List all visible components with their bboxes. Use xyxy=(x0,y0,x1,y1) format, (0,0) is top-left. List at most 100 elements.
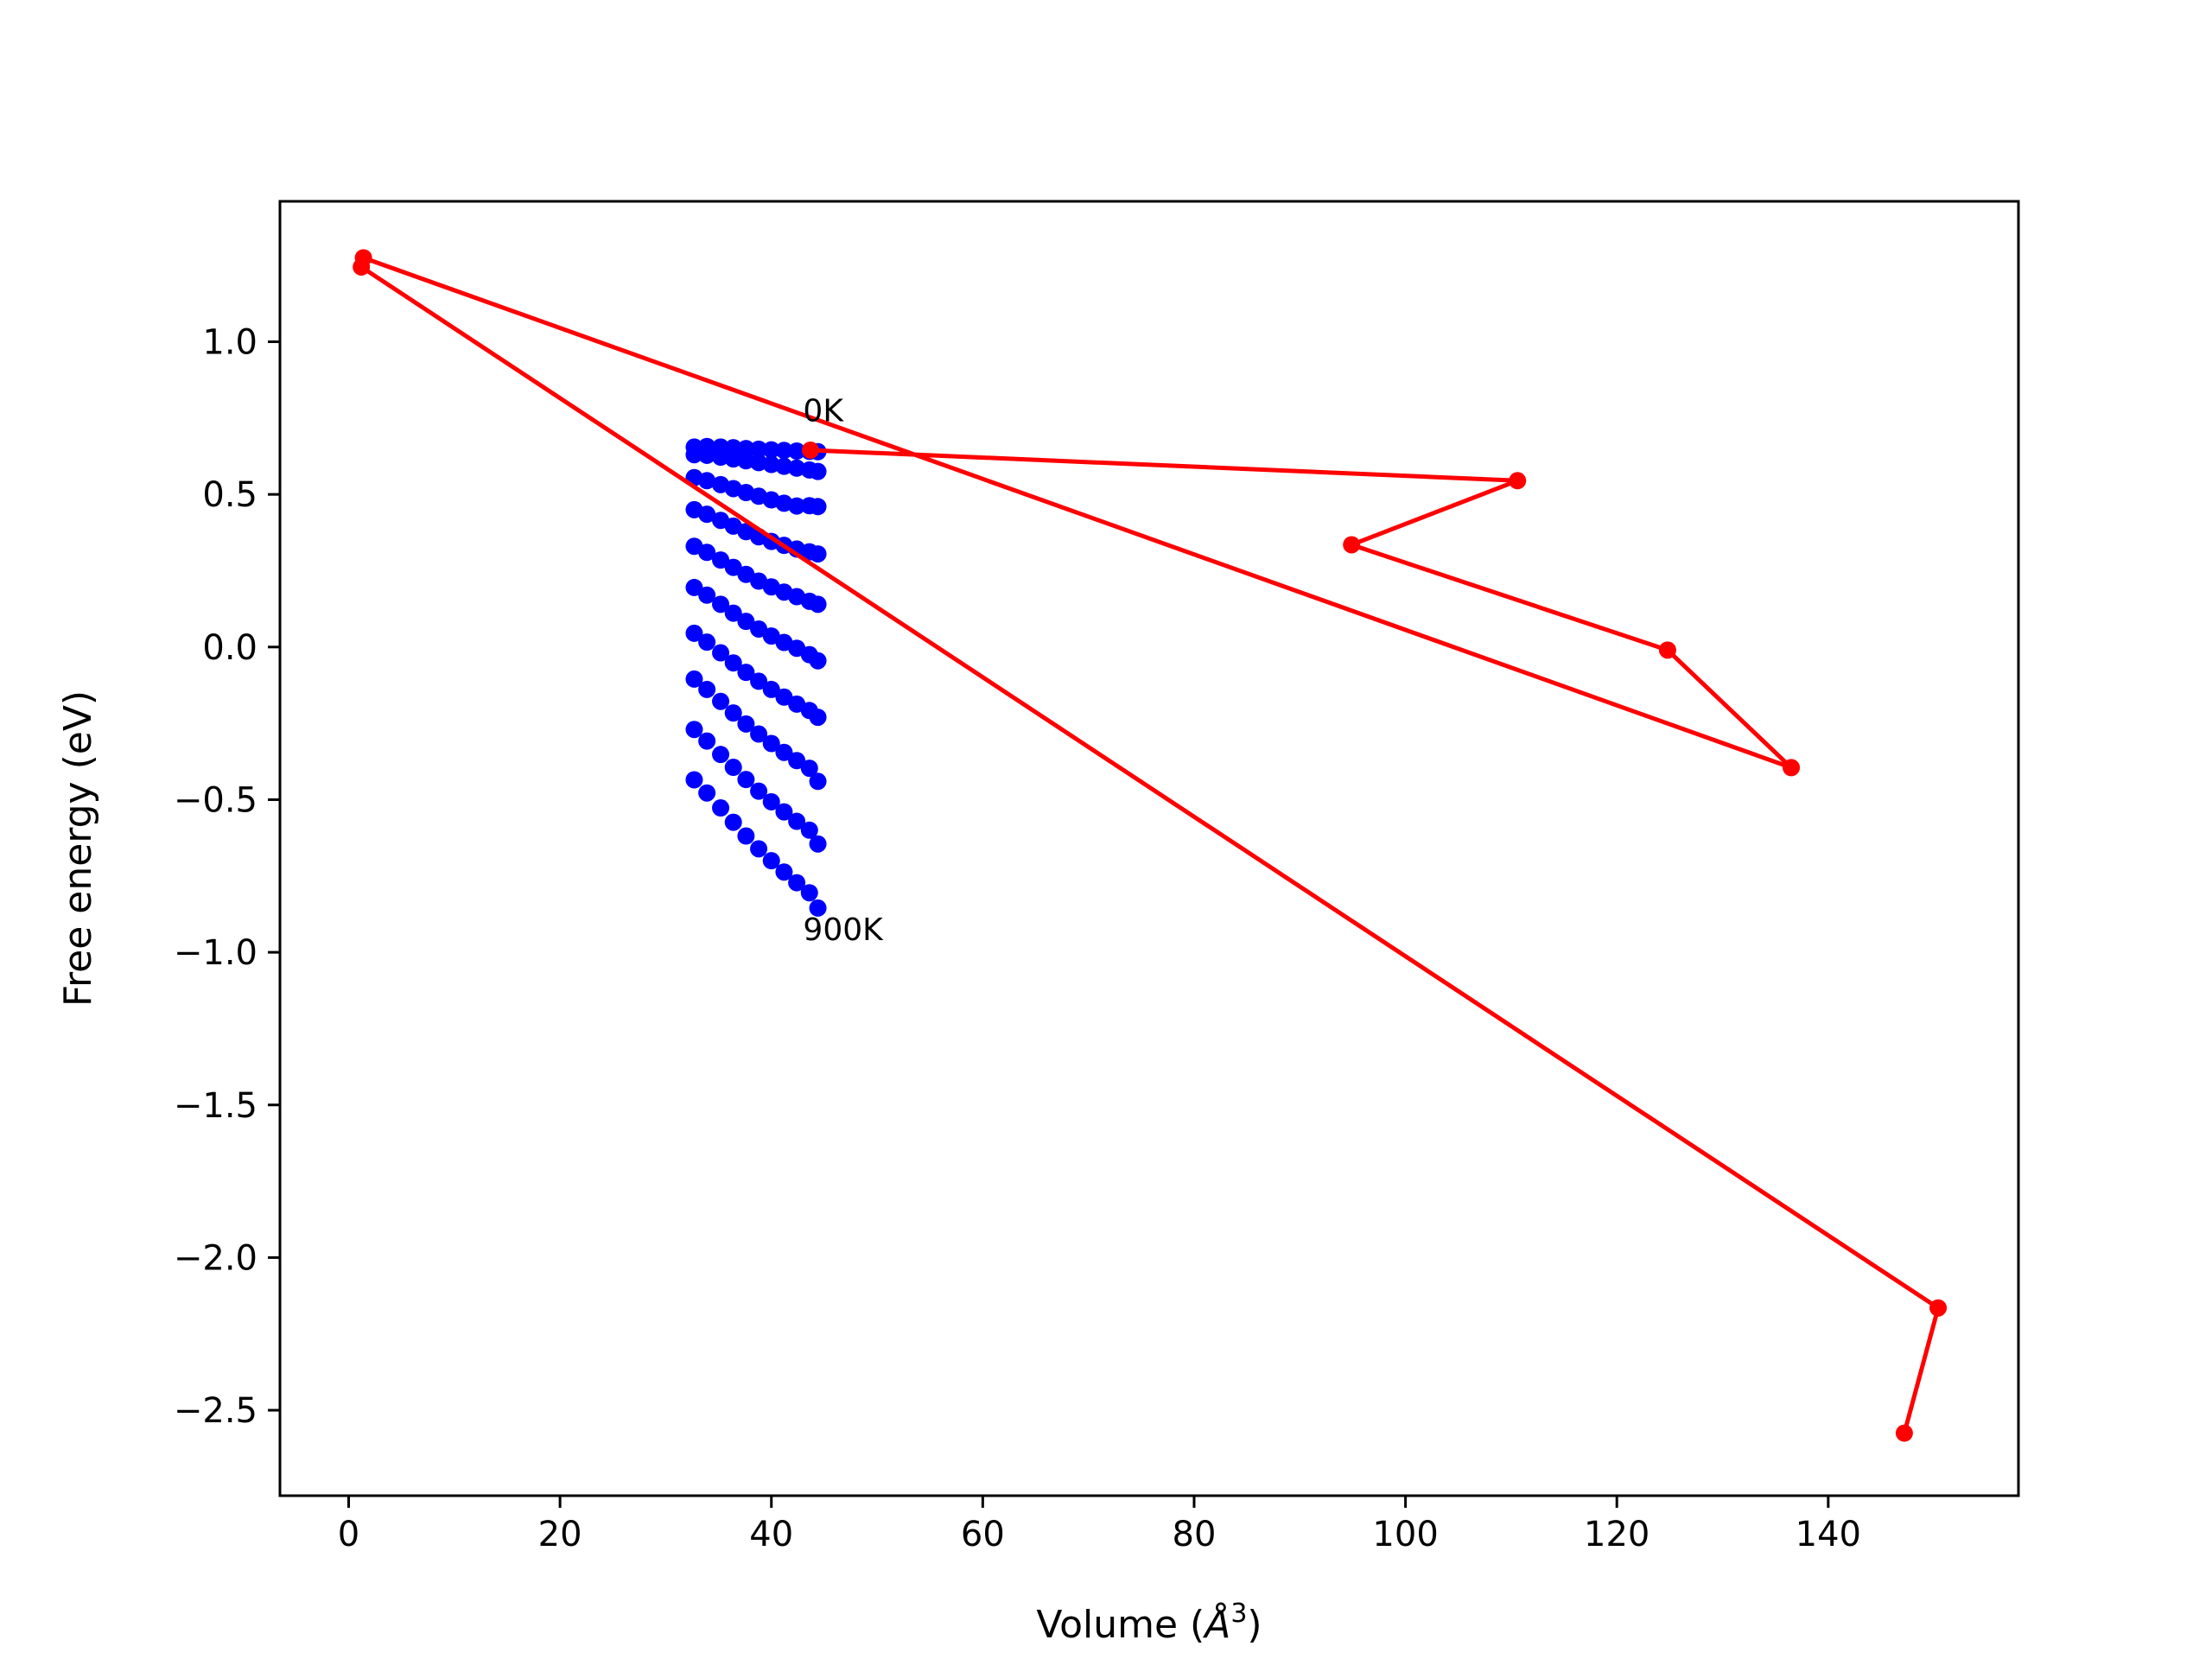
blue-point xyxy=(685,446,703,464)
blue-point xyxy=(712,551,730,569)
blue-point xyxy=(800,821,818,839)
red-point xyxy=(801,441,819,459)
red-point xyxy=(353,257,371,276)
blue-point xyxy=(809,652,827,670)
blue-point xyxy=(788,812,806,830)
x-tick-label: 120 xyxy=(1584,1515,1649,1554)
blue-point xyxy=(698,586,716,604)
blue-point xyxy=(712,799,730,817)
red-point xyxy=(1783,759,1801,777)
blue-point xyxy=(809,545,827,563)
blue-point xyxy=(788,442,806,461)
red-point xyxy=(1658,641,1676,659)
blue-point xyxy=(762,455,780,474)
y-axis-ticks: 1.0 0.5 0.0 −0.5 −1.0 −1.5 −2.0 −2.5 xyxy=(174,323,280,1431)
blue-point xyxy=(750,672,768,690)
blue-point xyxy=(737,440,755,458)
blue-point xyxy=(685,721,703,739)
blue-point xyxy=(698,633,716,652)
blue-point xyxy=(775,803,793,821)
blue-point xyxy=(724,654,742,672)
x-tick-label: 0 xyxy=(338,1515,359,1554)
blue-point xyxy=(712,746,730,764)
blue-point xyxy=(685,670,703,688)
blue-point xyxy=(698,543,716,562)
blue-point xyxy=(712,448,730,467)
blue-point xyxy=(750,440,768,458)
blue-point xyxy=(737,771,755,789)
blue-point xyxy=(712,595,730,613)
blue-point xyxy=(750,725,768,743)
blue-point xyxy=(775,743,793,761)
y-tick-label: −2.5 xyxy=(174,1391,257,1431)
blue-point xyxy=(737,664,755,682)
y-tick-label: −1.5 xyxy=(174,1086,257,1126)
blue-point xyxy=(788,752,806,770)
blue-point xyxy=(809,709,827,727)
blue-point xyxy=(737,565,755,583)
blue-point xyxy=(800,884,818,902)
blue-point xyxy=(762,734,780,753)
blue-point xyxy=(698,784,716,802)
blue-point xyxy=(750,454,768,472)
blue-point xyxy=(724,450,742,468)
x-tick-label: 60 xyxy=(961,1515,1005,1554)
y-tick-label: −2.0 xyxy=(174,1238,257,1278)
x-tick-label: 80 xyxy=(1173,1515,1217,1554)
blue-point xyxy=(685,771,703,789)
blue-point xyxy=(724,604,742,622)
red-point xyxy=(1895,1424,1913,1442)
blue-point xyxy=(788,497,806,515)
red-series xyxy=(353,249,1948,1442)
red-point xyxy=(1509,472,1527,490)
y-tick-label: 0.5 xyxy=(202,475,257,515)
x-axis-label: Volume (Å3) xyxy=(1036,1599,1262,1647)
blue-point xyxy=(724,759,742,777)
blue-point xyxy=(724,813,742,831)
x-tick-label: 100 xyxy=(1372,1515,1438,1554)
red-point xyxy=(1343,536,1361,554)
y-tick-label: 1.0 xyxy=(202,323,257,363)
blue-point xyxy=(750,840,768,858)
blue-point xyxy=(775,442,793,460)
blue-point xyxy=(712,644,730,662)
blue-series xyxy=(685,437,827,917)
blue-point xyxy=(800,760,818,778)
blue-point xyxy=(698,680,716,698)
blue-point xyxy=(724,558,742,576)
x-tick-label: 140 xyxy=(1796,1515,1861,1554)
blue-point xyxy=(762,680,780,698)
blue-point xyxy=(809,595,827,613)
blue-point xyxy=(788,874,806,892)
annotations: 0K 900K xyxy=(803,393,884,948)
plot-frame xyxy=(278,200,2020,1497)
blue-point xyxy=(809,772,827,791)
y-tick-label: 0.0 xyxy=(202,628,257,668)
x-tick-label: 20 xyxy=(538,1515,582,1554)
blue-point xyxy=(698,732,716,750)
x-tick-label: 40 xyxy=(749,1515,793,1554)
blue-point xyxy=(737,827,755,845)
blue-point xyxy=(685,624,703,642)
blue-point xyxy=(750,620,768,638)
x-axis-ticks: 0 20 40 60 80 100 120 140 xyxy=(338,1496,1861,1554)
blue-point xyxy=(737,452,755,470)
blue-point xyxy=(737,715,755,733)
blue-point xyxy=(698,472,716,490)
blue-point xyxy=(685,578,703,596)
temperature-annotation: 0K xyxy=(803,393,844,429)
blue-point xyxy=(809,835,827,853)
blue-point xyxy=(750,782,768,800)
temperature-annotation: 900K xyxy=(803,912,884,948)
blue-point xyxy=(809,462,827,480)
blue-point xyxy=(698,446,716,464)
blue-point xyxy=(809,899,827,917)
blue-point xyxy=(712,692,730,710)
blue-point xyxy=(775,863,793,881)
blue-point xyxy=(775,457,793,475)
blue-point xyxy=(775,688,793,706)
y-tick-label: −1.0 xyxy=(174,933,257,973)
blue-point xyxy=(762,792,780,810)
